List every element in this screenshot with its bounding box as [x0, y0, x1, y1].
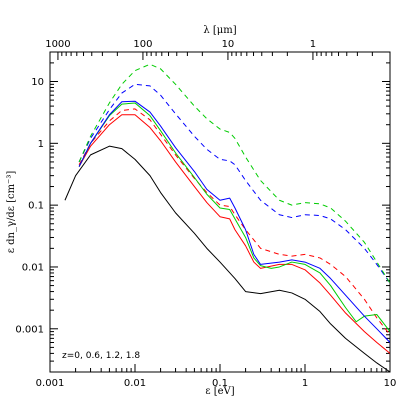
y-tick-label: 0.001 — [15, 324, 44, 335]
series-layer — [64, 63, 390, 372]
series-line-7 — [78, 63, 390, 284]
series-line-4 — [78, 102, 390, 332]
y-tick-label: 10 — [31, 77, 44, 88]
series-line-1 — [64, 145, 390, 372]
top-axis-label: λ [μm] — [203, 25, 236, 36]
series-line-3 — [78, 108, 390, 336]
redshift-annotation: z=0, 0.6, 1.2, 1.8 — [62, 351, 140, 361]
y-tick-label: 0.01 — [22, 262, 44, 273]
axis-ticks — [49, 51, 391, 373]
x-axis-label: ε [eV] — [205, 386, 234, 397]
y-tick-label: 0.1 — [28, 201, 44, 212]
tick-labels: 0.001 0.01 0.1 1 10 0.001 0.01 0.1 1 10 1000 100 10 1 — [15, 39, 396, 389]
top-tick-label: 1000 — [45, 39, 70, 50]
y-axis-label: ε dn_γ/dε [cm⁻³] — [6, 171, 17, 254]
series-line-2 — [78, 114, 390, 354]
plot-frame — [49, 51, 391, 373]
x-tick-label: 10 — [384, 378, 397, 389]
series-line-6 — [78, 83, 390, 284]
top-tick-label: 1 — [310, 39, 316, 50]
top-tick-label: 100 — [133, 39, 152, 50]
x-tick-label: 0.1 — [212, 378, 228, 389]
x-tick-label: 0.001 — [36, 378, 65, 389]
x-tick-label: 1 — [302, 378, 308, 389]
x-tick-label: 0.01 — [124, 378, 146, 389]
series-line-5 — [78, 100, 390, 343]
y-tick-label: 1 — [38, 139, 44, 150]
top-tick-label: 10 — [222, 39, 235, 50]
